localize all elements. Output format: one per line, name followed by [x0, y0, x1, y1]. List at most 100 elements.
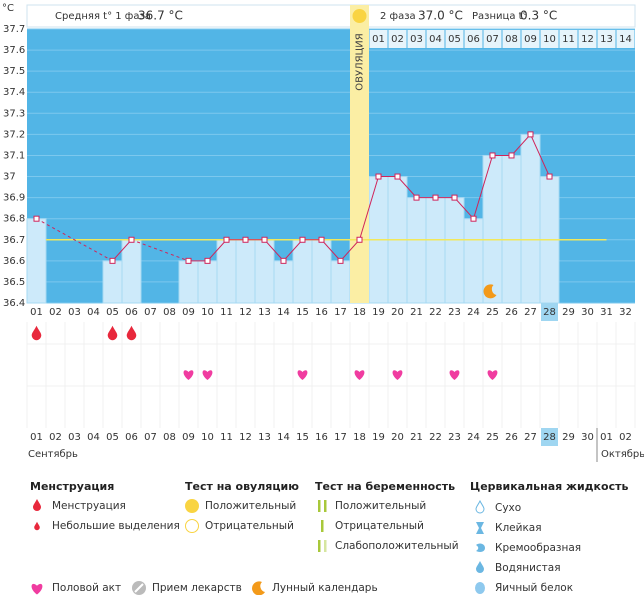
temperature-point: [109, 257, 116, 264]
legend-item: Отрицательный: [205, 520, 294, 532]
temperature-point: [280, 257, 287, 264]
phase2-day: 14: [619, 34, 632, 45]
bar: [26, 218, 47, 304]
phase2-cell: [616, 30, 635, 48]
intercourse-icon: [487, 370, 498, 380]
ovulation-label: ОВУЛЯЦИЯ: [355, 33, 366, 91]
temperature-point: [413, 194, 420, 201]
y-tick-label: 37: [3, 172, 16, 183]
bar: [406, 197, 427, 304]
x-tick-label: 27: [524, 307, 537, 318]
temperature-line: [188, 133, 550, 262]
y-tick-label: 37.7: [3, 24, 25, 35]
plot: 36.4 36.5 36.6 36.7 36.8 36.9 37 37.1 37.2 37.3 37…: [3, 5, 644, 462]
x-tick-label: 26: [505, 307, 518, 318]
x-tick-label: 13: [258, 307, 271, 318]
calendar-day: 24: [467, 432, 480, 443]
legend-item: Кремообразная: [495, 542, 581, 554]
temperature-point: [508, 152, 515, 159]
x-tick-label: 01: [30, 307, 43, 318]
y-tick-label: 37.1: [3, 150, 25, 161]
legend-icon: [476, 543, 485, 552]
temperature-point: [470, 215, 477, 222]
temperature-point: [432, 194, 439, 201]
legend-icon: [134, 583, 144, 593]
temperature-point: [223, 236, 230, 243]
phase2-cell: [540, 30, 559, 48]
calendar-day: 21: [410, 432, 423, 443]
phase2-cell: [464, 30, 483, 48]
diff-label: Разница t°: [472, 11, 528, 22]
x-tick-label: 18: [353, 307, 366, 318]
phase2-cell: [521, 30, 540, 48]
legend-item: Водянистая: [495, 562, 561, 574]
month-label: Октябрь: [601, 449, 644, 460]
x-tick-label: 20: [391, 307, 404, 318]
temperature-point: [299, 236, 306, 243]
temperature-point: [394, 173, 401, 180]
bar: [254, 239, 275, 304]
calendar-day: 27: [524, 432, 537, 443]
calendar-day: 09: [182, 432, 195, 443]
legend-icon: [476, 522, 484, 534]
phase2-day: 04: [429, 34, 442, 45]
calendar-day: 10: [201, 432, 214, 443]
temperature-point: [33, 215, 40, 222]
phase2-day: 03: [410, 34, 423, 45]
x-tick-label: 16: [315, 307, 328, 318]
temperature-point: [242, 236, 249, 243]
x-tick-label: 02: [49, 307, 62, 318]
y-tick-label: 37.3: [3, 108, 25, 119]
x-tick-label: 05: [106, 307, 119, 318]
bar: [216, 239, 237, 304]
legend-icon: [476, 561, 484, 573]
legend-icon: [475, 582, 485, 594]
calendar-day: 12: [239, 432, 252, 443]
x-tick-label: 28: [543, 307, 556, 318]
temperature-point: [489, 152, 496, 159]
phase2-cell: [407, 30, 426, 48]
phase2-cell: [388, 30, 407, 48]
calendar-day: 25: [486, 432, 499, 443]
bar: [444, 197, 465, 304]
calendar-day: 19: [372, 432, 385, 443]
x-tick-label: 22: [429, 307, 442, 318]
phase2-cell: [578, 30, 597, 48]
phase2-day: 06: [467, 34, 480, 45]
x-tick-label: 09: [182, 307, 195, 318]
x-tick-label: 03: [68, 307, 81, 318]
calendar-day: 18: [353, 432, 366, 443]
calendar-day: 15: [296, 432, 309, 443]
x-tick-label: 32: [619, 307, 632, 318]
calendar-day: 17: [334, 432, 347, 443]
legend: Менструация Менструация Небольшие выделе…: [30, 480, 628, 595]
legend-icon: [318, 540, 321, 552]
bar: [273, 260, 294, 304]
temperature-point: [318, 236, 325, 243]
legend-item: Прием лекарств: [152, 582, 242, 594]
phase2-cell: [502, 30, 521, 48]
phase2-day: 05: [448, 34, 461, 45]
calendar-day: 14: [277, 432, 290, 443]
y-tick-label: 37.5: [3, 66, 25, 77]
calendar-day: 26: [505, 432, 518, 443]
x-tick-label: 25: [486, 307, 499, 318]
temperature-point: [337, 257, 344, 264]
legend-icon: [321, 520, 324, 532]
temperature-point: [128, 236, 135, 243]
ovulation-icon: [352, 9, 367, 23]
temperature-point: [185, 257, 192, 264]
calendar-day: 01: [600, 432, 613, 443]
temperature-point: [375, 173, 382, 180]
intercourse-icon: [449, 370, 460, 380]
phase2-day: 01: [372, 34, 385, 45]
legend-item: Лунный календарь: [272, 582, 378, 594]
calendar-day: 11: [220, 432, 233, 443]
calendar-day: 30: [581, 432, 594, 443]
x-tick-label: 19: [372, 307, 385, 318]
phase2-cell: [559, 30, 578, 48]
menstruation-icon: [126, 325, 137, 341]
phase2-cell: [483, 30, 502, 48]
legend-item: Сухо: [495, 502, 521, 514]
y-tick-label: 36.7: [3, 235, 25, 246]
